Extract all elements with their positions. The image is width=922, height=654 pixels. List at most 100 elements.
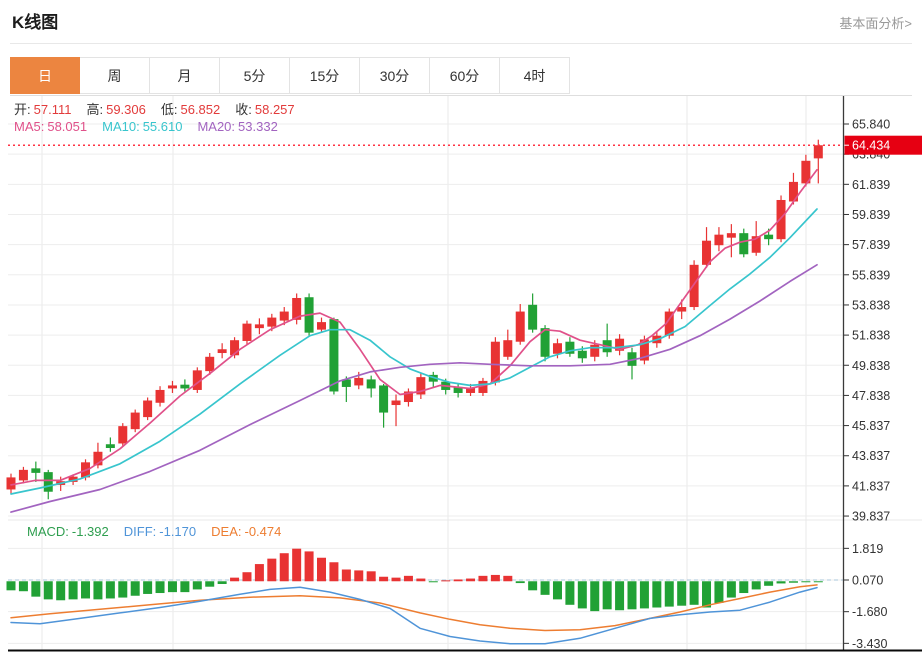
candle-body — [515, 311, 525, 342]
dea-line — [10, 584, 818, 632]
macd-bar — [466, 578, 476, 582]
candle-body — [615, 338, 625, 351]
macd-bar — [279, 553, 289, 582]
page-title: K线图 — [12, 13, 59, 32]
candle-body — [801, 160, 811, 184]
macd-bar — [627, 581, 637, 610]
candle-body — [192, 370, 202, 390]
open-readout: 开: 57.111 — [14, 102, 72, 117]
candle-body — [143, 400, 153, 418]
candle-body — [366, 379, 376, 389]
macd-bar — [702, 581, 712, 608]
tab-日[interactable]: 日 — [10, 57, 80, 94]
candle-body — [254, 324, 264, 329]
diff-value-readout: DIFF: -1.170 — [123, 524, 197, 539]
macd-bar — [490, 574, 500, 582]
macd-bar — [403, 575, 413, 582]
macd-bar — [813, 581, 823, 583]
candle-body — [664, 311, 674, 336]
candle-body — [776, 199, 786, 240]
tab-30分[interactable]: 30分 — [360, 57, 430, 94]
candle-body — [217, 349, 227, 354]
candle-body — [230, 340, 240, 356]
macd-bar — [93, 581, 103, 600]
macd-tick-label: -3.430 — [852, 637, 887, 651]
candle-body — [813, 145, 823, 159]
candle-body — [379, 385, 389, 413]
tab-周[interactable]: 周 — [80, 57, 150, 94]
candle-body — [155, 389, 165, 403]
low-readout: 低: 56.852 — [160, 102, 221, 117]
macd-bar — [192, 581, 202, 590]
candle-body — [428, 374, 438, 382]
macd-bar — [615, 581, 625, 611]
y-tick-label: 41.837 — [852, 479, 890, 493]
y-tick-label: 53.838 — [852, 298, 890, 312]
tab-60分[interactable]: 60分 — [430, 57, 500, 94]
macd-bar — [6, 581, 16, 591]
candle-body — [639, 339, 649, 361]
macd-bar — [726, 581, 736, 598]
price-badge — [844, 135, 922, 155]
candle-body — [726, 233, 736, 238]
macd-bar — [764, 581, 774, 586]
macd-bar — [478, 575, 488, 582]
macd-bar — [577, 581, 587, 609]
tab-月[interactable]: 月 — [150, 57, 220, 94]
candle-body — [416, 377, 426, 395]
candle-body — [93, 451, 103, 466]
diff-line — [10, 586, 818, 645]
dea-value-readout: DEA: -0.474 — [211, 524, 282, 539]
y-tick-label: 39.837 — [852, 510, 890, 524]
y-tick-label: 57.839 — [852, 238, 890, 252]
ma-readout: MA5: 58.051 MA10: 55.610 MA20: 53.332 — [14, 119, 278, 134]
macd-bar — [751, 581, 761, 590]
y-tick-label: 45.837 — [852, 419, 890, 433]
y-tick-label: 61.839 — [852, 178, 890, 192]
macd-bar — [664, 581, 674, 607]
macd-bar — [304, 551, 314, 582]
candle-body — [453, 386, 463, 393]
price-badge-label: 64.434 — [852, 139, 890, 153]
close-readout: 收: 58.257 — [235, 102, 295, 117]
macd-bar — [714, 581, 724, 603]
fundamental-analysis-link[interactable]: 基本面分析> — [839, 16, 912, 31]
macd-bar — [56, 581, 66, 601]
macd-tick-label: 0.070 — [852, 574, 883, 588]
macd-bar — [230, 577, 240, 582]
tab-5分[interactable]: 5分 — [220, 57, 290, 94]
candle-body — [205, 356, 215, 372]
macd-bar — [81, 581, 91, 599]
candle-body — [167, 385, 177, 389]
macd-bar — [416, 578, 426, 582]
macd-bar — [68, 581, 78, 600]
macd-value-readout: MACD: -1.392 — [27, 524, 109, 539]
candle-body — [590, 344, 600, 357]
macd-tick-label: -1.680 — [852, 605, 887, 619]
ma10-line — [10, 208, 818, 495]
macd-bar — [254, 564, 264, 582]
macd-bar — [788, 581, 798, 583]
macd-bar — [552, 581, 562, 600]
interval-tabs: 日周月 5分 15分 30分 60分 4时 — [10, 57, 912, 94]
candle-body — [354, 377, 364, 386]
y-tick-label: 59.839 — [852, 208, 890, 222]
macd-bar — [329, 562, 339, 582]
macd-bar — [205, 581, 215, 587]
macd-bar — [143, 581, 153, 594]
tab-15分[interactable]: 15分 — [290, 57, 360, 94]
title-divider — [10, 43, 912, 44]
candle-body — [105, 444, 115, 449]
macd-bar — [31, 581, 41, 597]
candle-body — [341, 379, 351, 387]
y-tick-label: 65.840 — [852, 118, 890, 132]
macd-bar — [602, 581, 612, 610]
candle-body — [403, 391, 413, 403]
macd-bar — [267, 558, 277, 582]
tab-4时[interactable]: 4时 — [500, 57, 570, 94]
macd-bar — [441, 580, 451, 582]
macd-bar — [776, 581, 786, 584]
candle-body — [478, 380, 488, 393]
macd-bar — [354, 570, 364, 582]
